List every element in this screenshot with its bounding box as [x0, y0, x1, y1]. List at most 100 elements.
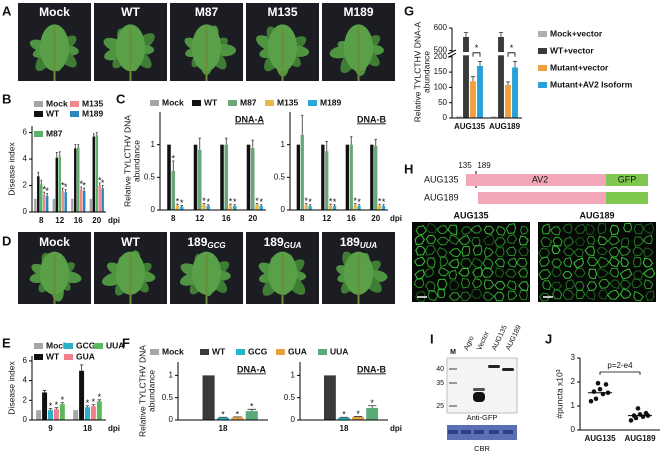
- legend-label: Mock: [162, 346, 184, 356]
- significance-marker: *: [233, 197, 237, 207]
- error-bar: [43, 191, 46, 195]
- cell-outline: [494, 236, 507, 248]
- cell-outline: [573, 267, 586, 278]
- cell-outline: [448, 269, 458, 280]
- bar: [308, 206, 312, 210]
- significance-marker: *: [510, 43, 514, 53]
- y-axis-title: abundance: [146, 370, 156, 412]
- comparison-bracket: [599, 371, 641, 375]
- legend-swatch: [236, 349, 245, 355]
- cell-outline: [631, 278, 643, 289]
- error-bar: [198, 137, 202, 150]
- error-bar: [255, 203, 259, 205]
- cell-outline: [563, 236, 575, 247]
- cell-outline: [598, 289, 608, 300]
- cell-outline: [596, 267, 610, 279]
- legend-swatch: [150, 100, 159, 106]
- significance-marker: *: [356, 409, 360, 419]
- cell-outline: [587, 256, 599, 267]
- cell-outline: [505, 268, 517, 278]
- significance-marker: *: [475, 43, 479, 53]
- cell-outline: [643, 247, 654, 258]
- error-bar: [304, 203, 308, 205]
- band: [488, 365, 500, 368]
- bar: [95, 135, 98, 212]
- x-unit: dpi: [390, 214, 402, 223]
- cell-outline: [585, 223, 595, 235]
- cell-outline: [515, 257, 528, 268]
- x-tick-label: 18: [83, 424, 92, 433]
- x-tick-label: 8: [171, 214, 176, 223]
- photo: [94, 232, 167, 304]
- cell-outline: [608, 256, 620, 268]
- significance-marker: *: [329, 196, 333, 206]
- cell-outline: [562, 288, 575, 300]
- cell-outline: [562, 271, 573, 279]
- cell-outline: [642, 222, 655, 235]
- error-bar: [498, 32, 504, 37]
- cell-outline: [609, 224, 620, 236]
- y-tick-label: 6: [23, 128, 28, 137]
- cell-outline: [425, 222, 437, 234]
- cell-outline: [471, 236, 481, 247]
- legend-swatch: [538, 82, 547, 88]
- error-bar: [180, 205, 184, 207]
- error-bar: [353, 203, 357, 205]
- bar: [300, 134, 304, 210]
- data-point: [588, 398, 594, 404]
- cell-outline: [460, 258, 473, 269]
- comparison-bracket: [472, 52, 481, 57]
- cell-outline: [632, 256, 642, 268]
- error-bar: [61, 187, 64, 191]
- y-tick-label: 100: [434, 83, 448, 92]
- bar: [171, 170, 176, 210]
- cell-outline: [482, 291, 495, 301]
- cell-outline: [505, 223, 517, 235]
- cell-outline: [436, 278, 448, 290]
- photo-label-subscript: GUA: [284, 241, 302, 250]
- bar: [324, 375, 336, 420]
- cell-outline: [552, 288, 563, 300]
- legend-swatch: [64, 343, 73, 349]
- significance-marker: *: [49, 401, 53, 411]
- legend-label: Mock: [162, 97, 184, 107]
- x-unit: dpi: [390, 424, 402, 433]
- bar: [321, 144, 325, 210]
- loading-band: [461, 430, 471, 434]
- legend-swatch: [34, 101, 43, 107]
- cell-outline: [436, 236, 450, 246]
- x-tick-label: 20: [371, 214, 380, 223]
- subplot-title: DNA-B: [357, 114, 386, 124]
- significance-marker: *: [333, 197, 337, 207]
- bar: [498, 37, 504, 118]
- cell-outline: [585, 289, 596, 301]
- cell-outline: [597, 235, 609, 246]
- legend-swatch: [70, 101, 79, 107]
- legend-swatch: [64, 354, 73, 360]
- y-axis-title: abundance: [131, 140, 141, 182]
- loading-band: [503, 430, 513, 434]
- y-tick-label: 0: [571, 425, 576, 434]
- photo: [246, 3, 319, 81]
- cell-outline: [562, 247, 575, 257]
- legend-swatch: [70, 111, 79, 117]
- x-tick-label: AUG135: [454, 122, 486, 131]
- y-tick-label: 600: [434, 23, 448, 32]
- significance-marker: *: [64, 182, 68, 192]
- cell-outline: [597, 223, 607, 235]
- error-bar: [505, 81, 511, 85]
- error-bar: [80, 186, 83, 190]
- y-axis-title: Relative TYLCTHV DNA: [122, 115, 132, 207]
- bar: [42, 194, 46, 212]
- significance-marker: *: [98, 175, 102, 185]
- lane-label: Vector: [476, 330, 491, 352]
- significance-marker: *: [259, 197, 263, 207]
- construct-label: AUG135: [424, 174, 459, 184]
- photo: [18, 232, 91, 304]
- x-tick-label: AUG189: [624, 434, 656, 443]
- error-bar: [229, 203, 232, 206]
- error-bar: [233, 204, 237, 207]
- legend-swatch: [34, 354, 43, 360]
- error-bar: [329, 203, 332, 206]
